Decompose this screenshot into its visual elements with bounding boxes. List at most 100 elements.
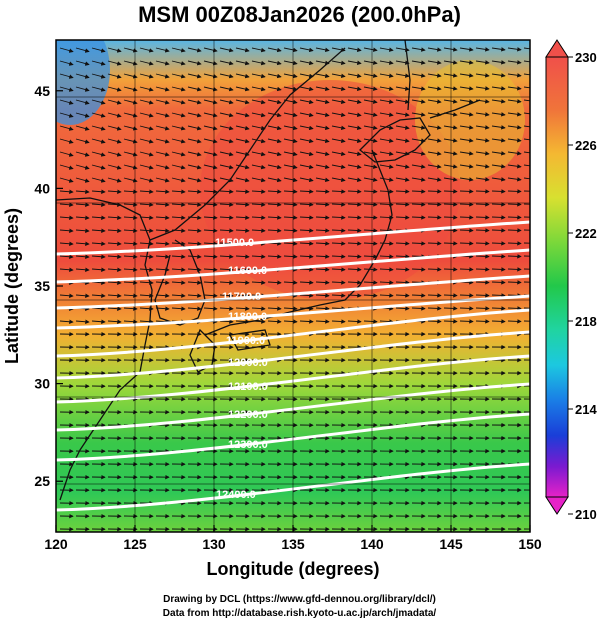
wind-vector <box>171 47 186 53</box>
wind-vector <box>299 241 314 246</box>
wind-vector <box>379 73 394 78</box>
wind-vector <box>347 228 362 233</box>
wind-vector <box>379 164 394 169</box>
y-tick-label: 35 <box>34 278 50 294</box>
wind-vector <box>411 306 426 311</box>
wind-vector <box>91 164 106 170</box>
wind-vector <box>219 47 234 53</box>
y-tick-label: 40 <box>34 180 50 196</box>
wind-vector <box>139 241 154 246</box>
height-contour <box>56 294 530 330</box>
wind-vector <box>219 86 234 92</box>
wind-vector <box>315 267 330 272</box>
wind-vector <box>107 60 122 66</box>
wind-vector <box>379 138 394 143</box>
wind-vector <box>75 112 90 118</box>
wind-vector <box>251 215 266 220</box>
wind-vector <box>75 60 90 66</box>
wind-vector <box>171 189 186 194</box>
wind-vector <box>331 138 346 144</box>
wind-vector <box>107 319 122 324</box>
wind-vector <box>107 280 122 285</box>
wind-vector <box>187 138 202 144</box>
wind-vector <box>411 177 426 182</box>
wind-vector <box>299 99 314 105</box>
wind-vectors <box>59 47 530 532</box>
wind-vector <box>219 293 234 298</box>
height-contour <box>56 308 530 358</box>
wind-vector <box>75 228 90 233</box>
wind-vector <box>139 164 154 170</box>
wind-vector <box>283 254 298 259</box>
wind-vector <box>59 112 74 118</box>
wind-vector <box>315 138 330 144</box>
wind-vector <box>187 99 202 105</box>
wind-vector <box>299 125 314 131</box>
wind-vector <box>523 164 530 167</box>
wind-vector <box>283 189 298 194</box>
wind-vector <box>283 73 298 79</box>
wind-vector <box>299 112 314 118</box>
wind-vector <box>475 267 490 272</box>
wind-vector <box>443 60 458 65</box>
wind-vector <box>331 99 346 105</box>
wind-vector <box>139 280 154 285</box>
wind-vector <box>187 228 202 233</box>
wind-vector <box>443 86 458 91</box>
wind-vector <box>283 112 298 118</box>
wind-vector <box>75 73 90 79</box>
height-contour <box>56 382 530 432</box>
wind-vector <box>203 60 218 66</box>
wind-vector <box>299 280 314 285</box>
wind-vector <box>187 267 202 272</box>
wind-vector <box>475 177 490 182</box>
wind-vector <box>459 47 474 52</box>
wind-vector <box>475 215 490 220</box>
wind-vector <box>139 125 154 131</box>
wind-vector <box>315 215 330 220</box>
wind-vector <box>203 73 218 79</box>
wind-vector <box>475 189 490 194</box>
wind-vector <box>171 228 186 233</box>
wind-vector <box>59 164 74 170</box>
wind-vector <box>203 47 218 53</box>
wind-vector <box>59 254 74 259</box>
wind-vector <box>443 112 458 117</box>
contour-label: 12100.0 <box>228 381 268 393</box>
wind-vector <box>107 125 122 131</box>
wind-vector <box>443 189 458 194</box>
wind-vector <box>267 280 282 285</box>
wind-vector <box>491 254 506 259</box>
wind-vector <box>491 125 506 130</box>
wind-vector <box>187 151 202 157</box>
wind-vector <box>299 267 314 272</box>
wind-vector <box>267 47 282 53</box>
wind-vector <box>507 202 522 207</box>
wind-vector <box>107 112 122 118</box>
wind-vector <box>523 112 530 115</box>
wind-vector <box>107 164 122 170</box>
wind-vector <box>91 125 106 131</box>
wind-vector <box>171 241 186 246</box>
wind-vector <box>475 60 490 65</box>
wind-vector <box>75 125 90 131</box>
wind-vector <box>331 267 346 272</box>
wind-vector <box>187 280 202 285</box>
height-contour <box>56 330 530 380</box>
wind-vector <box>443 164 458 169</box>
wind-vector <box>331 60 346 66</box>
wind-vector <box>347 86 362 91</box>
y-tick-label: 30 <box>34 376 50 392</box>
wind-vector <box>299 86 314 92</box>
wind-vector <box>59 293 74 298</box>
wind-vector <box>171 293 186 298</box>
wind-vector <box>459 241 474 246</box>
wind-vector <box>491 293 506 298</box>
wind-vector <box>459 164 474 169</box>
wind-vector <box>507 73 522 78</box>
wind-vector <box>395 73 410 78</box>
wind-vector <box>363 60 378 65</box>
wind-vector <box>475 202 490 207</box>
wind-vector <box>475 112 490 117</box>
